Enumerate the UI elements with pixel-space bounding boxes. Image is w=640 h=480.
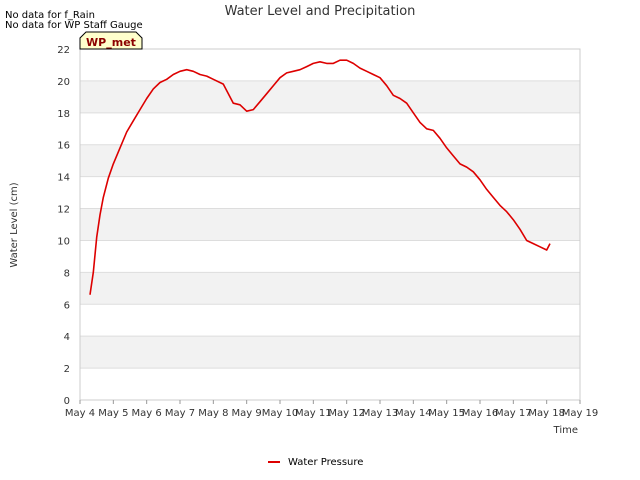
y-tick-label: 18: [57, 109, 70, 120]
x-tick-label: May 7: [165, 408, 195, 419]
y-tick-label: 8: [64, 268, 70, 279]
grid-band: [80, 208, 580, 241]
no-data-note-rain: No data for f_Rain: [5, 10, 95, 21]
x-tick-label: May 11: [295, 408, 332, 419]
x-tick-label: May 13: [362, 408, 399, 419]
x-axis-label: Time: [553, 425, 578, 436]
x-tick-label: May 17: [495, 408, 532, 419]
no-data-note-gauge: No data for WP Staff Gauge: [5, 20, 143, 31]
x-tick-label: May 19: [562, 408, 599, 419]
y-tick-label: 10: [57, 236, 70, 247]
y-tick-label: 4: [64, 332, 70, 343]
site-label-box: [79, 31, 143, 50]
site-label: WP_met: [86, 36, 136, 49]
grid-band: [80, 272, 580, 305]
x-tick-label: May 10: [262, 408, 299, 419]
x-tick-label: May 15: [428, 408, 465, 419]
y-tick-label: 12: [57, 205, 70, 216]
x-axis-ticks: May 4 May 5 May 6 May 7 May 8 May 9 May 10May …: [65, 400, 598, 419]
x-tick-label: May 12: [328, 408, 365, 419]
x-tick-label: May 9: [232, 408, 262, 419]
plot-area: [79, 48, 581, 401]
y-tick-label: 14: [57, 173, 70, 184]
y-tick-label: 16: [57, 141, 70, 152]
x-tick-label: May 16: [462, 408, 499, 419]
legend-label: Water Pressure: [288, 457, 363, 468]
x-tick-label: May 5: [98, 408, 128, 419]
x-tick-label: May 6: [132, 408, 162, 419]
y-tick-label: 22: [57, 45, 70, 56]
grid-band: [80, 80, 580, 113]
series-lines: [89, 59, 551, 295]
y-tick-label: 2: [64, 364, 70, 375]
x-tick-label: May 18: [528, 408, 565, 419]
grid-band: [80, 144, 580, 177]
legend: Water Pressure: [268, 457, 363, 468]
y-axis-label: Water Level (cm): [9, 182, 20, 267]
x-tick-label: May 4: [65, 408, 95, 419]
y-tick-label: 6: [64, 300, 70, 311]
grid-band: [80, 336, 580, 369]
y-axis-ticks: 0 2 4 6 8 10 12 14 16 18 20 22: [57, 45, 70, 407]
x-tick-label: May 8: [198, 408, 228, 419]
y-tick-label: 0: [64, 396, 70, 407]
site-label-badge: WP_met: [79, 31, 143, 50]
background-bands: [80, 80, 580, 369]
chart-title: Water Level and Precipitation: [225, 4, 416, 19]
y-tick-label: 20: [57, 77, 70, 88]
x-tick-label: May 14: [395, 408, 432, 419]
series-line-water-pressure: [89, 59, 551, 295]
